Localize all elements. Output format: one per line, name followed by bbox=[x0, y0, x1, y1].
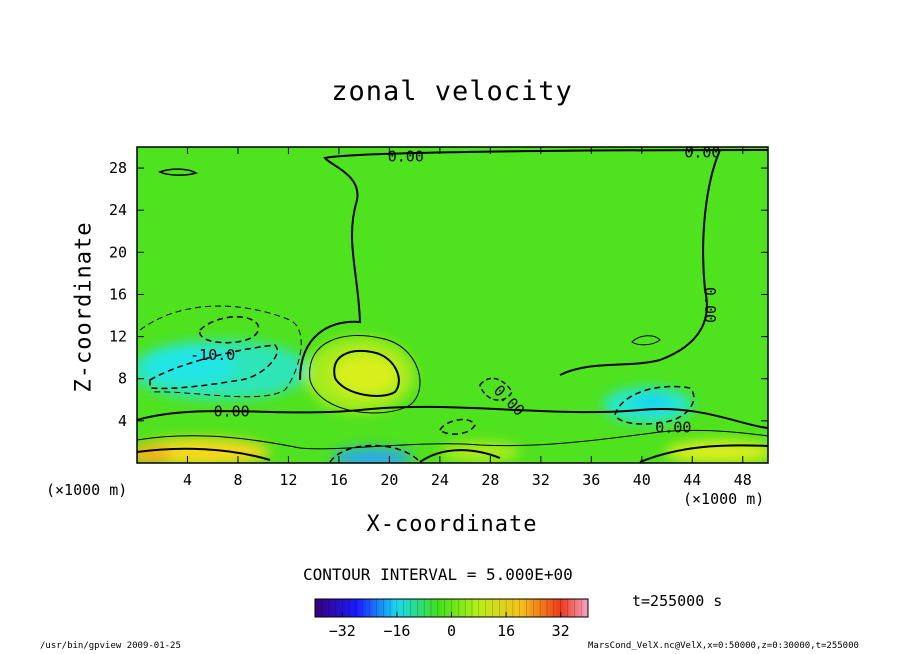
x-tick-label: 24 bbox=[431, 471, 449, 489]
contour-surface-1 bbox=[137, 429, 768, 450]
positive-surface-edge bbox=[137, 445, 170, 463]
contour-max-center bbox=[333, 350, 400, 397]
x-tick-label: 8 bbox=[233, 471, 242, 489]
plot-frame bbox=[136, 146, 769, 464]
colorbar-tick-label: −32 bbox=[329, 622, 356, 640]
contour-neg5-right bbox=[614, 385, 695, 425]
y-axis-label: Z-coordinate bbox=[71, 221, 97, 393]
y-tick-label: 8 bbox=[118, 370, 127, 388]
x-unit-label-right: (×1000 m) bbox=[683, 490, 765, 508]
x-tick-label: 40 bbox=[633, 471, 651, 489]
y-tick-label: 24 bbox=[109, 201, 127, 219]
x-tick-label: 28 bbox=[481, 471, 499, 489]
contour-small-mid bbox=[479, 377, 513, 401]
x-axis-label: X-coordinate bbox=[366, 512, 538, 537]
footer-right: MarsCond_VelX.nc@VelX,x=0:50000,z=0:3000… bbox=[588, 641, 859, 651]
contour-small-neg bbox=[439, 418, 476, 435]
y-tick-label: 12 bbox=[109, 328, 127, 346]
time-label: t=255000 s bbox=[632, 592, 723, 610]
contour-interval-text: CONTOUR INTERVAL = 5.000E+00 bbox=[303, 565, 573, 584]
contour-small-right bbox=[631, 335, 661, 346]
x-tick-label: 20 bbox=[380, 471, 398, 489]
colorbar-ticks: −32 −16 0 16 32 bbox=[329, 612, 570, 640]
contour-label: 0.00 bbox=[214, 403, 250, 421]
zero-contour-upper bbox=[299, 149, 768, 381]
contour-label: 0.00 bbox=[388, 148, 424, 166]
y-tick-label: 20 bbox=[109, 243, 127, 261]
contour-5-center bbox=[309, 334, 421, 414]
contour-neg10-left bbox=[149, 344, 278, 390]
colorbar-tick-label: 0 bbox=[447, 622, 456, 640]
positive-core-center bbox=[333, 355, 397, 395]
y-tick-label: 16 bbox=[109, 285, 127, 303]
x-tick-label: 32 bbox=[532, 471, 550, 489]
x-unit-label-left: (×1000 m) bbox=[46, 481, 128, 499]
negative-core-left bbox=[145, 347, 235, 383]
contour-label: 0.00 bbox=[701, 287, 719, 323]
colorbar-stripes bbox=[314, 599, 589, 617]
zero-contour-lower bbox=[137, 405, 768, 429]
colorbar-tick-label: −16 bbox=[383, 622, 410, 640]
contour-surface-2 bbox=[137, 444, 768, 463]
y-tick-label: 4 bbox=[118, 412, 127, 430]
contour-label: 0.00 bbox=[684, 144, 720, 162]
x-tick-label: 48 bbox=[734, 471, 752, 489]
x-tick-label: 44 bbox=[683, 471, 701, 489]
chart-title: zonal velocity bbox=[331, 76, 573, 107]
positive-surface-right bbox=[665, 440, 768, 463]
positive-surface-left bbox=[137, 438, 270, 463]
colorbar-tick-label: 16 bbox=[497, 622, 515, 640]
negative-surface-center bbox=[332, 448, 412, 463]
zero-contour-right bbox=[559, 149, 721, 376]
contour-label: -10.0 bbox=[190, 346, 235, 364]
negative-core-right bbox=[634, 393, 670, 411]
contour-top-left bbox=[158, 168, 198, 176]
y-tick-label: 28 bbox=[109, 159, 127, 177]
contour-neg10-left-upper bbox=[198, 316, 260, 344]
x-tick-label: 36 bbox=[582, 471, 600, 489]
x-tick-label: 16 bbox=[330, 471, 348, 489]
x-tick-label: 4 bbox=[183, 471, 192, 489]
footer-left: /usr/bin/gpview 2009-01-25 bbox=[40, 641, 181, 651]
contour-label: 0.00 bbox=[655, 418, 691, 436]
x-tick-label: 12 bbox=[279, 471, 297, 489]
colorbar-tick-label: 32 bbox=[552, 622, 570, 640]
